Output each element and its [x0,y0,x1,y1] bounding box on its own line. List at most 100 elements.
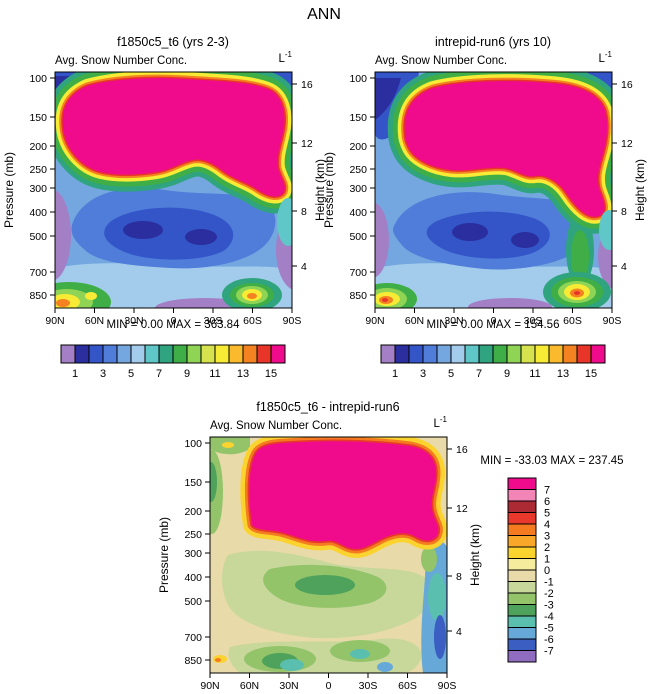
colorbar-segment [548,344,564,364]
diff-colorbar-legend: MIN = -33.03 MAX = 237.45 7 6 5 4 3 [480,455,624,663]
svg-text:1: 1 [392,368,398,380]
colorbar-segment [130,344,146,364]
colorbar-segment [450,344,466,364]
svg-text:9: 9 [184,368,190,380]
svg-text:9: 9 [504,368,510,380]
colorbar-segment [507,569,537,582]
colorbar-segment [492,344,508,364]
svg-text:13: 13 [557,368,569,380]
pressure-axis-title: Pressure (mb) [157,517,171,593]
svg-text:850: 850 [29,290,47,302]
svg-text:13: 13 [237,368,249,380]
colorbar-segment [507,489,537,502]
svg-text:200: 200 [29,141,47,153]
colorbar-segment [507,512,537,525]
colorbar-segment [507,627,537,640]
height-tick-labels: 16 12 8 4 [621,79,633,273]
panel-subtitle: Avg. Snow Number Conc. [210,420,342,432]
colorbar-segment [507,638,537,651]
svg-text:700: 700 [349,267,367,279]
svg-text:16: 16 [621,79,633,91]
svg-text:16: 16 [456,444,468,456]
height-tick-labels: 16 12 8 4 [301,79,313,273]
svg-text:4: 4 [301,261,307,273]
colorbar-segment [507,535,537,548]
svg-text:400: 400 [349,207,367,219]
svg-text:150: 150 [184,477,202,489]
colorbar-labels: 7 6 5 4 3 2 1 0 -1 -2 -3 -4 -5 -6 -7 [544,485,554,658]
main-title: ANN [307,6,341,23]
pressure-tick-labels: 100 150 200 250 300 400 500 700 850 [184,438,202,667]
colorbar-segment [256,344,272,364]
colorbar-segment [464,344,480,364]
colorbar-segment [88,344,104,364]
height-axis-title: Height (km) [468,524,482,586]
svg-text:100: 100 [349,73,367,85]
colorbar-segment [506,344,522,364]
svg-text:0: 0 [326,680,332,692]
svg-text:60N: 60N [85,315,104,327]
svg-text:250: 250 [349,164,367,176]
svg-text:1: 1 [72,368,78,380]
svg-text:400: 400 [184,572,202,584]
svg-text:-5: -5 [544,623,554,635]
svg-text:8: 8 [301,206,307,218]
contour-field [375,72,612,308]
panel-bottom-difference: f1850c5_t6 - intrepid-run6 Avg. Snow Num… [157,400,482,692]
colorbar-segment [172,344,188,364]
height-tick-labels: 16 12 8 4 [456,444,468,638]
svg-text:30S: 30S [524,315,543,327]
colorbar-labels: 1 3 5 7 9 11 13 15 [392,368,597,380]
svg-text:500: 500 [29,231,47,243]
panel-unit: L-1 [278,50,292,65]
colorbar-segment [158,344,174,364]
svg-text:16: 16 [301,79,313,91]
svg-text:100: 100 [29,73,47,85]
colorbar-labels: 1 3 5 7 9 11 13 15 [72,368,277,380]
svg-text:-7: -7 [544,646,554,658]
svg-text:850: 850 [349,290,367,302]
colorbar-segment [562,344,578,364]
svg-text:0: 0 [544,565,550,577]
colorbar-segment [507,581,537,594]
svg-text:30N: 30N [124,315,143,327]
lat-tick-labels: 90N 60N 30N 0 30S 60S 90S [45,315,301,327]
lat-tick-labels: 90N 60N 30N 0 30S 60S 90S [200,680,456,692]
svg-text:6: 6 [544,496,550,508]
colorbar-segment [242,344,258,364]
panel-unit: L-1 [598,50,612,65]
colorbar-segment [228,344,244,364]
svg-text:150: 150 [29,112,47,124]
colorbar-segment [408,344,424,364]
svg-text:1: 1 [544,554,550,566]
svg-text:7: 7 [476,368,482,380]
svg-text:11: 11 [209,368,220,380]
svg-text:60S: 60S [398,680,417,692]
svg-text:-3: -3 [544,600,554,612]
contour-field [210,437,447,673]
svg-text:300: 300 [184,548,202,560]
svg-text:-4: -4 [544,611,554,623]
svg-text:8: 8 [621,206,627,218]
svg-text:8: 8 [456,571,462,583]
svg-text:-6: -6 [544,634,554,646]
axis-ticks [50,77,297,313]
pressure-axis-title: Pressure (mb) [322,152,336,228]
svg-text:3: 3 [100,368,106,380]
colorbar-segment [186,344,202,364]
svg-text:12: 12 [301,138,313,150]
pressure-axis-title: Pressure (mb) [2,152,16,228]
colorbar-segment [74,344,90,364]
height-axis-title: Height (km) [313,159,327,221]
svg-text:300: 300 [29,183,47,195]
min-max-stats: MIN = 0.00 MAX = 154.56 [427,319,560,331]
svg-text:850: 850 [184,655,202,667]
lat-tick-labels: 90N 60N 30N 0 30S 60S 90S [365,315,621,327]
svg-text:500: 500 [349,231,367,243]
svg-text:200: 200 [349,141,367,153]
colorbar-segment [436,344,452,364]
colorbar: 1 3 5 7 9 11 13 15 [380,344,606,380]
svg-text:60N: 60N [405,315,424,327]
svg-text:0: 0 [171,315,177,327]
